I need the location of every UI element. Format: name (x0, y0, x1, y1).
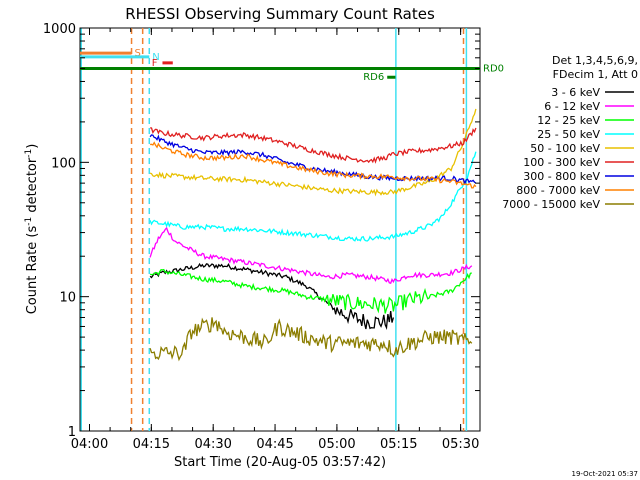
legend-label-8: 7000 - 15000 keV (502, 198, 600, 211)
series-line-7 (150, 141, 477, 189)
y-tick-label-1: 10 (59, 291, 76, 306)
series-lines (149, 108, 477, 362)
legend-label-6: 300 - 800 keV (523, 170, 600, 183)
series-line-3 (149, 151, 477, 242)
legend-header-1: Det 1,3,4,5,6,9, (552, 54, 638, 67)
series-line-8 (149, 317, 473, 362)
series-line-1 (149, 226, 473, 284)
y-label-main: Count Rate (s (25, 226, 40, 315)
series-line-0 (149, 262, 395, 331)
status-bars: S NF RD0 RD6 (80, 48, 504, 83)
status-label-rd6: RD6 (363, 72, 384, 83)
legend-label-5: 100 - 300 keV (523, 156, 600, 169)
status-label-f: F (152, 58, 158, 69)
legend-label-3: 25 - 50 keV (537, 128, 600, 141)
x-tick-label-6: 05:30 (442, 437, 479, 452)
status-label-n: N (152, 52, 159, 63)
series-line-4 (149, 108, 477, 197)
y-tick-label-3: 1000 (43, 22, 76, 37)
y-axis-label: Count Rate (s-1 detector-1) (24, 144, 40, 315)
status-label-s: S (135, 48, 141, 59)
legend-label-4: 50 - 100 keV (530, 142, 600, 155)
status-label-rd0: RD0 (483, 63, 504, 74)
y-label-exp1: -1 (24, 217, 34, 226)
x-tick-label-1: 04:15 (133, 437, 170, 452)
legend-label-7: 800 - 7000 keV (516, 184, 600, 197)
series-line-6 (149, 134, 477, 186)
legend-header-2: FDecim 1, Att 0 (553, 68, 638, 81)
axis-ticks: 04:00 04:15 04:30 04:45 05:00 05:15 05:30 1 10 10… (43, 22, 480, 452)
series-line-2 (149, 268, 472, 314)
x-tick-label-3: 04:45 (256, 437, 293, 452)
x-tick-label-0: 04:00 (71, 437, 108, 452)
y-label-end: ) (25, 144, 40, 149)
x-tick-label-2: 04:30 (194, 437, 231, 452)
y-label-exp2: -1 (24, 149, 34, 158)
x-axis-label: Start Time (20-Aug-05 03:57:42) (174, 455, 386, 470)
x-tick-label-5: 05:15 (380, 437, 417, 452)
y-tick-label-0: 1 (68, 425, 76, 440)
y-label-mid: detector (25, 157, 40, 217)
plot-frame (79, 27, 481, 432)
series-line-5 (150, 127, 477, 164)
chart-title: RHESSI Observing Summary Count Rates (125, 5, 435, 23)
y-tick-label-2: 100 (51, 156, 76, 171)
x-tick-label-4: 05:00 (318, 437, 355, 452)
legend: Det 1,3,4,5,6,9, FDecim 1, Att 0 3 - 6 k… (502, 54, 638, 211)
vertical-markers (80, 28, 468, 431)
legend-label-1: 6 - 12 keV (544, 100, 600, 113)
legend-label-0: 3 - 6 keV (551, 86, 600, 99)
footer-date: 19-Oct-2021 05:37 (572, 470, 638, 478)
legend-label-2: 12 - 25 keV (537, 114, 600, 127)
